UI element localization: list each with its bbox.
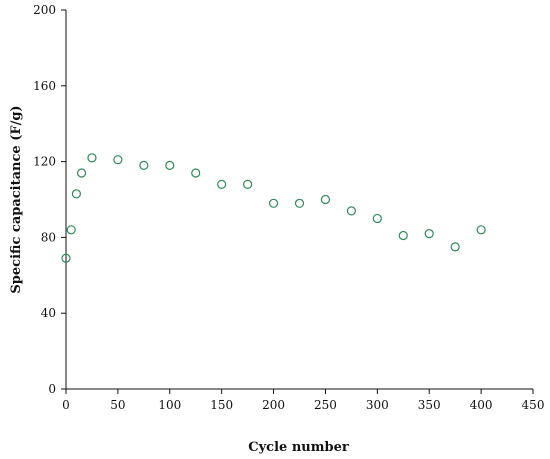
data-point: [268, 198, 279, 208]
x-tick-label: 100: [158, 398, 181, 412]
data-point: [372, 213, 382, 224]
y-tick-label: 0: [48, 382, 56, 396]
x-tick-label: 300: [366, 398, 389, 412]
data-point: [217, 179, 227, 189]
data-point: [113, 155, 123, 165]
data-point: [294, 198, 305, 208]
data-point: [191, 168, 201, 178]
data-point: [398, 230, 408, 241]
x-axis-title: Cycle number: [248, 440, 349, 455]
data-point: [71, 189, 81, 199]
data-point: [476, 225, 486, 235]
y-tick-label: 200: [33, 3, 56, 17]
x-tick-label: 0: [62, 398, 70, 412]
y-tick-label: 120: [33, 155, 56, 169]
y-tick-label: 80: [41, 230, 56, 244]
data-point: [165, 160, 175, 170]
y-tick-label: 160: [33, 79, 56, 93]
x-tick-label: 350: [418, 398, 441, 412]
data-points: [61, 153, 486, 263]
data-point: [243, 179, 253, 189]
tick-marks: [61, 9, 534, 394]
x-tick-label: 450: [522, 398, 545, 412]
axes: [65, 10, 533, 390]
data-point: [320, 194, 331, 205]
x-tick-label: 200: [262, 398, 285, 412]
tick-labels: 0 50 100 150 200 250 300 350 400 450 0 40 80 120 160 20…: [33, 3, 544, 412]
x-tick-label: 400: [470, 398, 493, 412]
data-point: [66, 225, 76, 235]
data-point: [76, 168, 87, 178]
data-point: [424, 229, 434, 239]
data-point: [450, 242, 460, 252]
data-point: [87, 153, 97, 163]
data-point: [61, 253, 71, 263]
data-point: [346, 206, 356, 216]
data-point: [139, 160, 149, 170]
y-tick-label: 40: [41, 306, 56, 320]
x-tick-label: 250: [314, 398, 337, 412]
x-tick-label: 150: [210, 398, 233, 412]
y-axis-title: Specific capacitance (F/g): [9, 105, 24, 293]
x-tick-label: 50: [110, 398, 125, 412]
